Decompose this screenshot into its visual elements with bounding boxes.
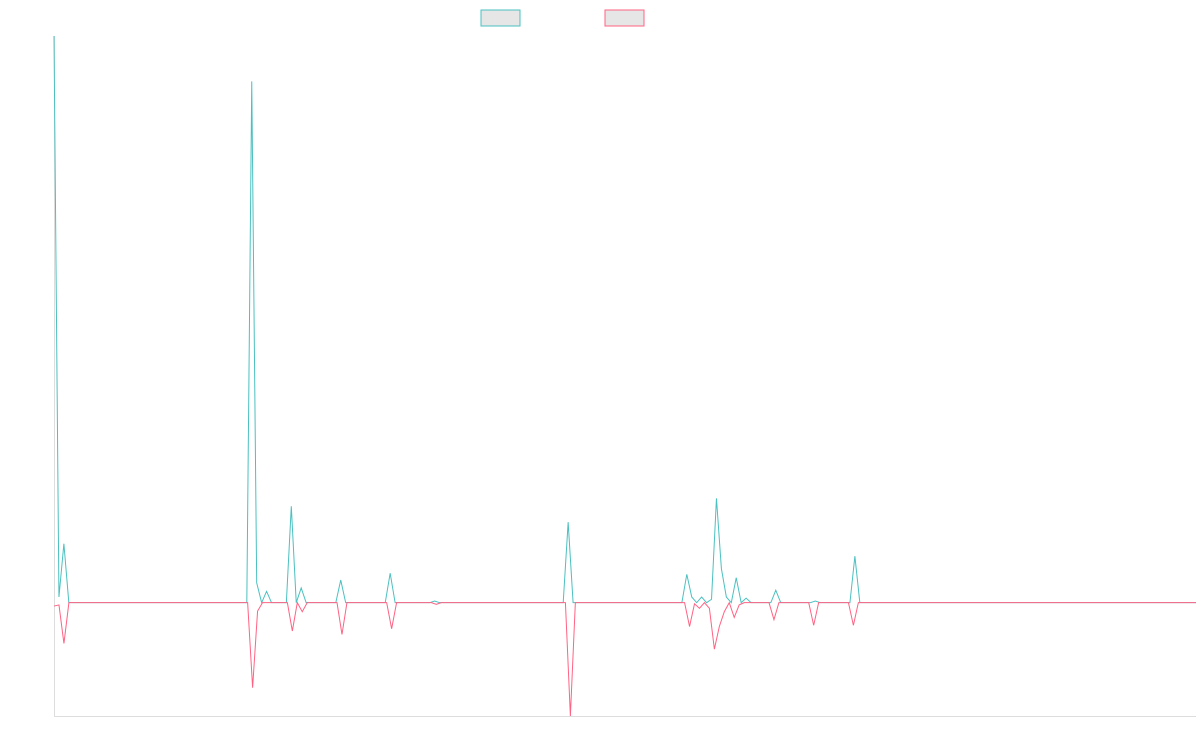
- series-layer: [53, 35, 1196, 717]
- axes: [54, 36, 1196, 717]
- series-line-2: [53, 601, 1196, 717]
- series-line-1: [53, 35, 1196, 605]
- legend[interactable]: [480, 9, 645, 27]
- legend-swatch-1[interactable]: [480, 9, 521, 27]
- legend-swatch-2[interactable]: [604, 9, 645, 27]
